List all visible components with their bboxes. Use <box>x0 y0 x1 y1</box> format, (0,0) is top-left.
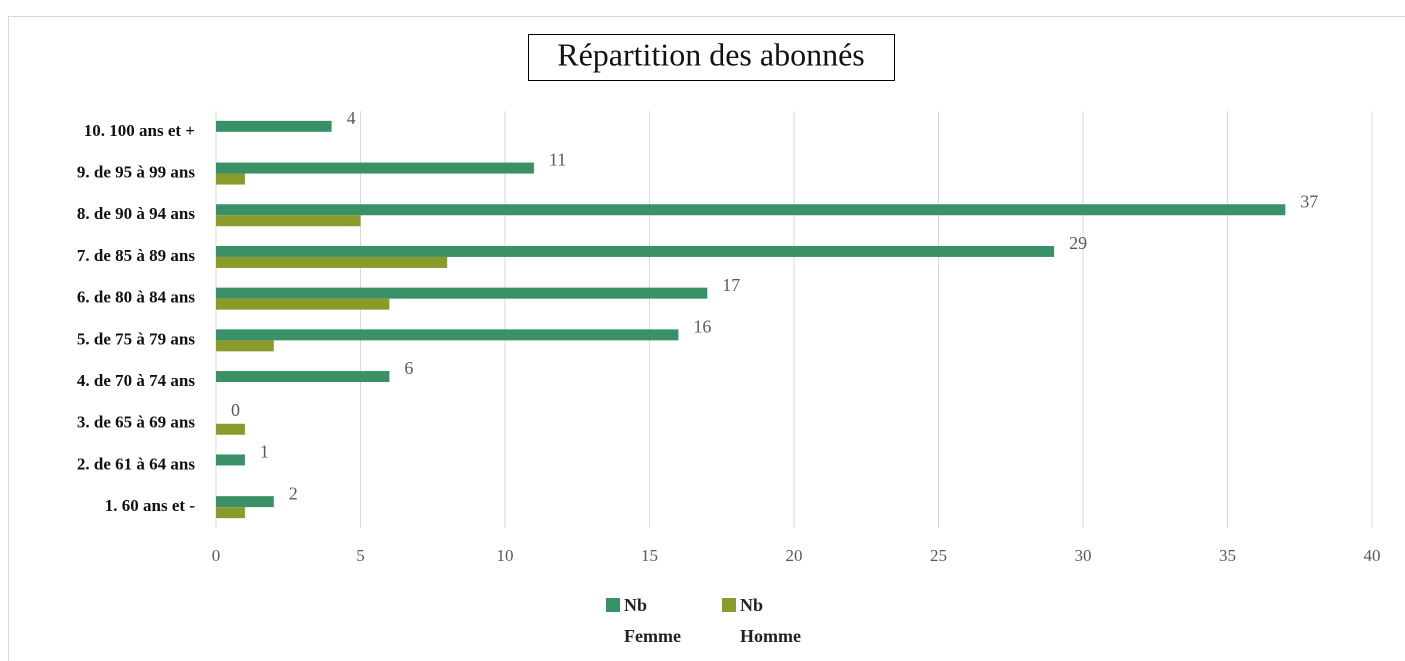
bar <box>216 496 274 508</box>
y-tick-label: 10. 100 ans et + <box>84 121 195 140</box>
legend-label: Nb Femme <box>624 595 681 646</box>
data-label: 2 <box>289 483 298 503</box>
data-label: 0 <box>231 400 240 420</box>
bar <box>216 245 1055 257</box>
chart-title: Répartition des abonnés <box>557 36 864 72</box>
y-tick-label: 3. de 65 à 69 ans <box>77 413 195 432</box>
y-tick-label: 6. de 80 à 84 ans <box>77 288 195 307</box>
bar <box>216 298 390 310</box>
chart-border <box>8 16 1405 661</box>
data-label: 17 <box>722 275 740 295</box>
bar <box>216 507 245 519</box>
x-tick-label: 10 <box>497 546 514 565</box>
x-tick-label: 35 <box>1219 546 1236 565</box>
bar <box>216 423 245 435</box>
title-box <box>528 34 895 81</box>
bar <box>216 204 1286 216</box>
y-tick-label: 2. de 61 à 64 ans <box>77 454 195 473</box>
legend-swatch <box>606 598 620 612</box>
x-tick-label: 40 <box>1364 546 1381 565</box>
data-label: 1 <box>260 442 269 462</box>
y-tick-label: 5. de 75 à 79 ans <box>77 329 195 348</box>
y-tick-label: 4. de 70 à 74 ans <box>77 371 195 390</box>
data-label: 6 <box>404 358 413 378</box>
x-tick-label: 0 <box>212 546 221 565</box>
bar <box>216 162 534 174</box>
x-tick-label: 30 <box>1075 546 1092 565</box>
legend-entry: Nb Femme <box>606 590 694 652</box>
y-tick-label: 9. de 95 à 99 ans <box>77 162 195 181</box>
data-label: 37 <box>1300 191 1318 211</box>
x-tick-label: 20 <box>786 546 803 565</box>
bar <box>216 287 708 299</box>
bar <box>216 371 390 383</box>
bar <box>216 454 245 466</box>
data-label: 11 <box>549 150 566 170</box>
legend-entry: Nb Homme <box>722 590 810 652</box>
x-tick-label: 25 <box>930 546 947 565</box>
bar <box>216 256 448 268</box>
legend-label: Nb Homme <box>740 595 801 646</box>
y-tick-label: 1. 60 ans et - <box>105 496 196 515</box>
bar <box>216 329 679 341</box>
y-tick-label: 8. de 90 à 94 ans <box>77 204 195 223</box>
bar <box>216 173 245 185</box>
x-tick-label: 15 <box>641 546 658 565</box>
legend-swatch <box>722 598 736 612</box>
data-label: 16 <box>693 316 711 336</box>
x-tick-label: 5 <box>356 546 365 565</box>
bar <box>216 215 361 227</box>
bar <box>216 120 332 132</box>
bar <box>216 340 274 352</box>
data-label: 29 <box>1069 233 1087 253</box>
y-tick-label: 7. de 85 à 89 ans <box>77 246 195 265</box>
data-label: 4 <box>347 108 356 128</box>
